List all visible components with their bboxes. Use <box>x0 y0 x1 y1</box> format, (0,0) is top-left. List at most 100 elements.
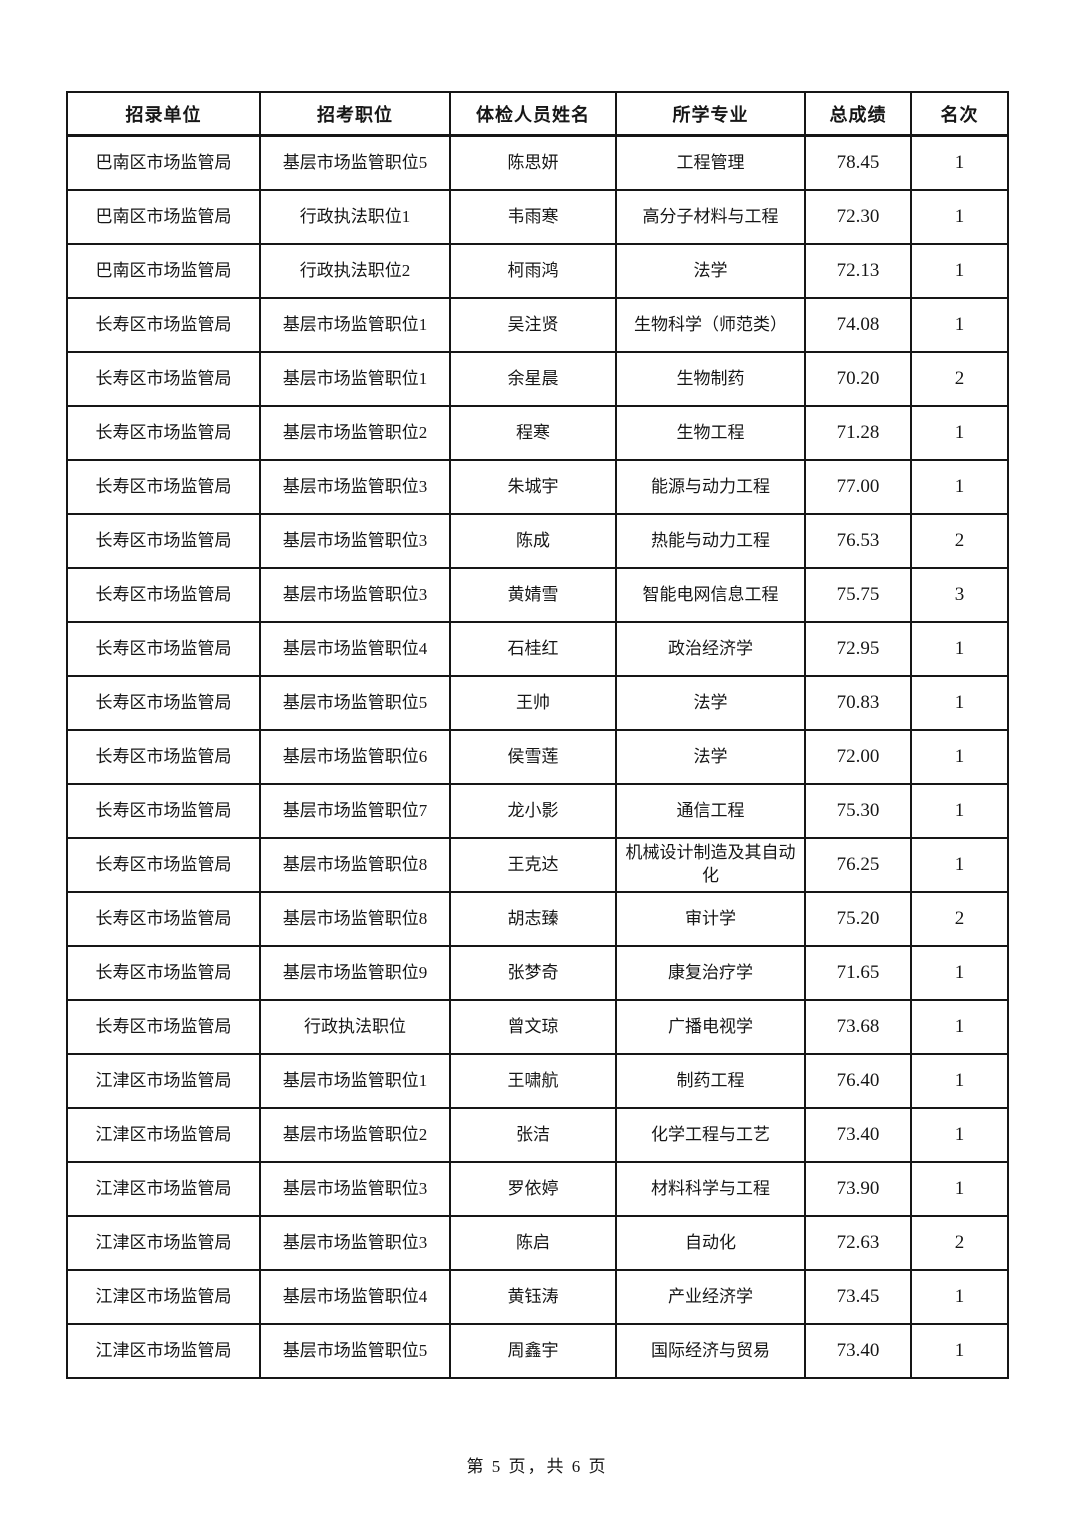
cell-position: 基层市场监管职位7 <box>259 783 451 839</box>
table-row: 江津区市场监管局 基层市场监管职位1 王啸航 制药工程 76.40 1 <box>66 1053 1009 1109</box>
cell-position: 基层市场监管职位3 <box>259 459 451 515</box>
cell-major: 法学 <box>615 729 806 785</box>
column-header-position: 招考职位 <box>259 91 451 137</box>
cell-major: 产业经济学 <box>615 1269 806 1325</box>
cell-position: 基层市场监管职位2 <box>259 405 451 461</box>
cell-unit: 长寿区市场监管局 <box>66 945 261 1001</box>
cell-major: 自动化 <box>615 1215 806 1271</box>
cell-major: 热能与动力工程 <box>615 513 806 569</box>
cell-rank: 1 <box>910 621 1009 677</box>
page-footer: 第 5 页，共 6 页 <box>466 1457 608 1476</box>
cell-candidate-name: 张梦奇 <box>449 945 617 1001</box>
table-row: 长寿区市场监管局 基层市场监管职位4 石桂红 政治经济学 72.95 1 <box>66 621 1009 677</box>
cell-rank: 1 <box>910 1107 1009 1163</box>
header-row: 招录单位 招考职位 体检人员姓名 所学专业 总成绩 名次 <box>66 91 1009 137</box>
cell-position: 行政执法职位1 <box>259 189 451 245</box>
cell-unit: 长寿区市场监管局 <box>66 351 261 407</box>
table-row: 长寿区市场监管局 基层市场监管职位8 胡志臻 审计学 75.20 2 <box>66 891 1009 947</box>
cell-position: 基层市场监管职位5 <box>259 1323 451 1379</box>
cell-candidate-name: 陈思妍 <box>449 134 617 191</box>
cell-rank: 1 <box>910 243 1009 299</box>
cell-rank: 1 <box>910 999 1009 1055</box>
cell-candidate-name: 程寒 <box>449 405 617 461</box>
cell-rank: 1 <box>910 297 1009 353</box>
cell-unit: 长寿区市场监管局 <box>66 837 261 893</box>
cell-total-score: 70.83 <box>804 675 912 731</box>
table-row: 江津区市场监管局 基层市场监管职位3 罗依婷 材料科学与工程 73.90 1 <box>66 1161 1009 1217</box>
cell-major: 康复治疗学 <box>615 945 806 1001</box>
cell-position: 基层市场监管职位4 <box>259 1269 451 1325</box>
cell-candidate-name: 柯雨鸿 <box>449 243 617 299</box>
cell-rank: 1 <box>910 729 1009 785</box>
cell-total-score: 73.40 <box>804 1107 912 1163</box>
cell-rank: 2 <box>910 513 1009 569</box>
cell-rank: 1 <box>910 459 1009 515</box>
cell-major: 机械设计制造及其自动化 <box>615 837 806 893</box>
cell-major: 法学 <box>615 243 806 299</box>
cell-position: 基层市场监管职位2 <box>259 1107 451 1163</box>
cell-candidate-name: 陈启 <box>449 1215 617 1271</box>
cell-unit: 巴南区市场监管局 <box>66 134 261 191</box>
table-row: 巴南区市场监管局 行政执法职位1 韦雨寒 高分子材料与工程 72.30 1 <box>66 189 1009 245</box>
cell-candidate-name: 石桂红 <box>449 621 617 677</box>
cell-major: 通信工程 <box>615 783 806 839</box>
column-header-candidate-name: 体检人员姓名 <box>449 91 617 137</box>
table-row: 巴南区市场监管局 基层市场监管职位5 陈思妍 工程管理 78.45 1 <box>66 134 1009 191</box>
cell-position: 基层市场监管职位9 <box>259 945 451 1001</box>
cell-candidate-name: 朱城宇 <box>449 459 617 515</box>
table-row: 长寿区市场监管局 基层市场监管职位1 余星晨 生物制药 70.20 2 <box>66 351 1009 407</box>
cell-position: 基层市场监管职位1 <box>259 297 451 353</box>
cell-candidate-name: 罗依婷 <box>449 1161 617 1217</box>
cell-position: 基层市场监管职位5 <box>259 675 451 731</box>
cell-total-score: 77.00 <box>804 459 912 515</box>
cell-total-score: 71.65 <box>804 945 912 1001</box>
cell-position: 基层市场监管职位3 <box>259 567 451 623</box>
cell-major: 国际经济与贸易 <box>615 1323 806 1379</box>
cell-candidate-name: 张洁 <box>449 1107 617 1163</box>
table-row: 长寿区市场监管局 基层市场监管职位3 朱城宇 能源与动力工程 77.00 1 <box>66 459 1009 515</box>
cell-unit: 江津区市场监管局 <box>66 1161 261 1217</box>
cell-total-score: 73.90 <box>804 1161 912 1217</box>
cell-rank: 1 <box>910 945 1009 1001</box>
cell-rank: 1 <box>910 675 1009 731</box>
cell-unit: 江津区市场监管局 <box>66 1053 261 1109</box>
cell-candidate-name: 侯雪莲 <box>449 729 617 785</box>
table-row: 长寿区市场监管局 基层市场监管职位3 黄婧雪 智能电网信息工程 75.75 3 <box>66 567 1009 623</box>
column-header-total-score: 总成绩 <box>804 91 912 137</box>
cell-major: 化学工程与工艺 <box>615 1107 806 1163</box>
cell-total-score: 78.45 <box>804 134 912 191</box>
cell-unit: 长寿区市场监管局 <box>66 729 261 785</box>
cell-rank: 1 <box>910 1323 1009 1379</box>
cell-rank: 1 <box>910 405 1009 461</box>
cell-candidate-name: 黄婧雪 <box>449 567 617 623</box>
cell-unit: 长寿区市场监管局 <box>66 459 261 515</box>
cell-unit: 长寿区市场监管局 <box>66 567 261 623</box>
cell-candidate-name: 韦雨寒 <box>449 189 617 245</box>
cell-major: 工程管理 <box>615 134 806 191</box>
cell-major: 能源与动力工程 <box>615 459 806 515</box>
cell-unit: 江津区市场监管局 <box>66 1107 261 1163</box>
table-body: 巴南区市场监管局 基层市场监管职位5 陈思妍 工程管理 78.45 1 巴南区市场监管局 行政… <box>66 134 1009 1379</box>
cell-major: 法学 <box>615 675 806 731</box>
cell-position: 基层市场监管职位1 <box>259 351 451 407</box>
cell-rank: 2 <box>910 1215 1009 1271</box>
cell-candidate-name: 陈成 <box>449 513 617 569</box>
cell-unit: 江津区市场监管局 <box>66 1323 261 1379</box>
table-row: 长寿区市场监管局 基层市场监管职位2 程寒 生物工程 71.28 1 <box>66 405 1009 461</box>
column-header-unit: 招录单位 <box>66 91 261 137</box>
cell-candidate-name: 胡志臻 <box>449 891 617 947</box>
cell-candidate-name: 龙小影 <box>449 783 617 839</box>
cell-candidate-name: 余星晨 <box>449 351 617 407</box>
cell-candidate-name: 曾文琼 <box>449 999 617 1055</box>
cell-total-score: 72.95 <box>804 621 912 677</box>
cell-position: 基层市场监管职位1 <box>259 1053 451 1109</box>
cell-total-score: 75.20 <box>804 891 912 947</box>
cell-position: 基层市场监管职位8 <box>259 891 451 947</box>
cell-unit: 长寿区市场监管局 <box>66 405 261 461</box>
cell-position: 基层市场监管职位3 <box>259 1161 451 1217</box>
cell-unit: 长寿区市场监管局 <box>66 891 261 947</box>
table-row: 江津区市场监管局 基层市场监管职位3 陈启 自动化 72.63 2 <box>66 1215 1009 1271</box>
cell-major: 审计学 <box>615 891 806 947</box>
cell-rank: 1 <box>910 783 1009 839</box>
